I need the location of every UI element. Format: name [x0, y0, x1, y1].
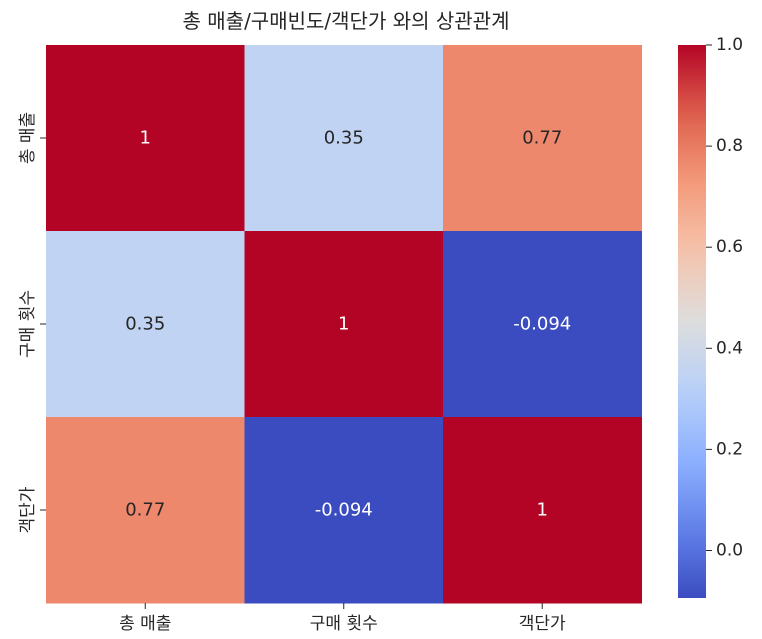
heatmap-annotation-r0-c0: 1	[140, 128, 151, 149]
colorbar-tick-label-1: 0.2	[716, 439, 743, 459]
heatmap-cell-r2-c2	[443, 417, 642, 604]
heatmap-cell-r2-c0	[46, 417, 245, 604]
heatmap-cells	[46, 45, 642, 604]
colorbar-tick-label-5: 1.0	[716, 35, 743, 55]
colorbar-tick-label-0: 0.0	[716, 540, 743, 560]
chart-title: 총 매출/구매빈도/객단가 와의 상관관계	[183, 9, 510, 33]
heatmap-cell-r1-c1	[244, 231, 444, 418]
colorbar: 0.0 0.2 0.4 0.6 0.8 1.0	[678, 35, 743, 598]
x-tick-label-1: 구매 횟수	[310, 614, 378, 634]
heatmap-cell-r1-c0	[46, 231, 245, 418]
heatmap-cell-r2-c1	[244, 417, 444, 604]
heatmap-annotation-r0-c2: 0.77	[522, 128, 562, 149]
colorbar-tick-label-3: 0.6	[716, 237, 743, 257]
heatmap-annotation-r2-c1: -0.094	[315, 500, 373, 521]
heatmap-cell-r0-c0	[46, 45, 245, 232]
y-tick-label-0: 총 매출	[18, 112, 38, 164]
heatmap-annotations: 1 0.35 0.77 0.35 1 -0.094 0.77 -0.094 1	[125, 128, 571, 521]
heatmap-annotation-r2-c2: 1	[537, 500, 548, 521]
heatmap-cell-r0-c2	[443, 45, 642, 232]
colorbar-tick-label-4: 0.8	[716, 136, 743, 156]
colorbar-gradient	[678, 45, 706, 598]
heatmap-annotation-r2-c0: 0.77	[125, 500, 165, 521]
heatmap-cell-r1-c2	[443, 231, 642, 418]
y-tick-label-1: 구매 횟수	[18, 290, 38, 358]
heatmap-annotation-r1-c1: 1	[338, 314, 349, 335]
heatmap-annotation-r0-c1: 0.35	[324, 128, 364, 149]
x-axis: 총 매출 구매 횟수 객단가	[119, 603, 566, 634]
heatmap-cell-r0-c1	[244, 45, 444, 232]
x-tick-label-2: 객단가	[519, 614, 566, 634]
heatmap-annotation-r1-c0: 0.35	[125, 314, 165, 335]
x-tick-label-0: 총 매출	[119, 614, 171, 634]
colorbar-tick-label-2: 0.4	[716, 338, 743, 358]
heatmap-annotation-r1-c2: -0.094	[513, 314, 571, 335]
y-tick-label-2: 객단가	[18, 486, 38, 533]
